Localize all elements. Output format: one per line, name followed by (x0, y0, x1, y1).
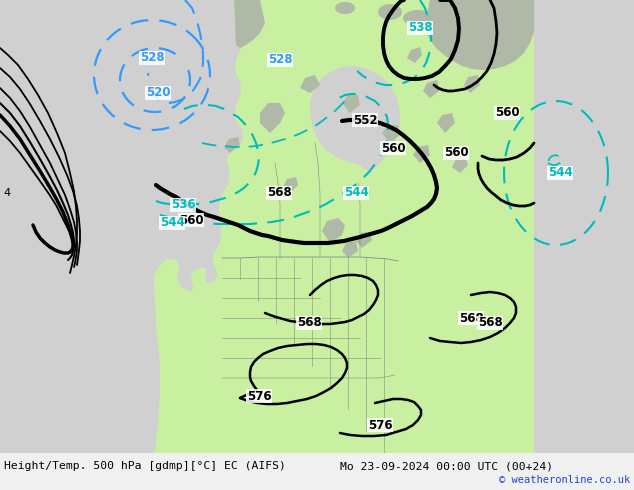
Polygon shape (234, 0, 265, 48)
Text: 4: 4 (3, 188, 10, 198)
Polygon shape (154, 0, 534, 453)
Polygon shape (342, 241, 358, 258)
Text: 560: 560 (444, 147, 469, 160)
Polygon shape (423, 80, 440, 98)
Polygon shape (437, 10, 473, 30)
Polygon shape (356, 232, 372, 248)
Text: 528: 528 (139, 51, 164, 65)
Polygon shape (455, 3, 505, 27)
Text: 560: 560 (495, 106, 519, 120)
Polygon shape (403, 10, 433, 26)
Polygon shape (443, 37, 458, 53)
Polygon shape (464, 75, 480, 93)
Polygon shape (413, 145, 430, 163)
Text: 528: 528 (268, 53, 292, 67)
Polygon shape (300, 75, 320, 93)
Text: 536: 536 (171, 198, 195, 212)
Polygon shape (342, 95, 360, 113)
Polygon shape (310, 66, 400, 173)
Text: 520: 520 (146, 87, 171, 99)
Text: 552: 552 (353, 114, 377, 126)
Polygon shape (452, 157, 468, 173)
Text: Mo 23-09-2024 00:00 UTC (00+24): Mo 23-09-2024 00:00 UTC (00+24) (340, 461, 553, 471)
Polygon shape (0, 0, 634, 453)
Text: Height/Temp. 500 hPa [gdmp][°C] EC (AIFS): Height/Temp. 500 hPa [gdmp][°C] EC (AIFS… (4, 461, 286, 471)
Text: 560: 560 (179, 214, 204, 226)
Text: 544: 544 (344, 187, 368, 199)
Polygon shape (335, 2, 355, 14)
Text: 538: 538 (408, 22, 432, 34)
Polygon shape (283, 177, 298, 193)
Text: 576: 576 (368, 418, 392, 432)
Polygon shape (322, 218, 345, 243)
Text: 544: 544 (160, 217, 184, 229)
Polygon shape (407, 47, 422, 63)
Text: 568: 568 (267, 187, 292, 199)
Polygon shape (224, 137, 240, 153)
Polygon shape (260, 103, 285, 133)
Text: 560: 560 (380, 142, 405, 154)
Polygon shape (425, 0, 534, 70)
Polygon shape (382, 125, 400, 143)
Text: 568: 568 (458, 312, 483, 324)
Polygon shape (437, 113, 455, 133)
Polygon shape (378, 4, 402, 20)
Text: 576: 576 (247, 390, 271, 402)
Text: 568: 568 (297, 317, 321, 329)
Text: © weatheronline.co.uk: © weatheronline.co.uk (499, 475, 630, 485)
Text: 568: 568 (477, 317, 502, 329)
Text: 544: 544 (548, 167, 573, 179)
